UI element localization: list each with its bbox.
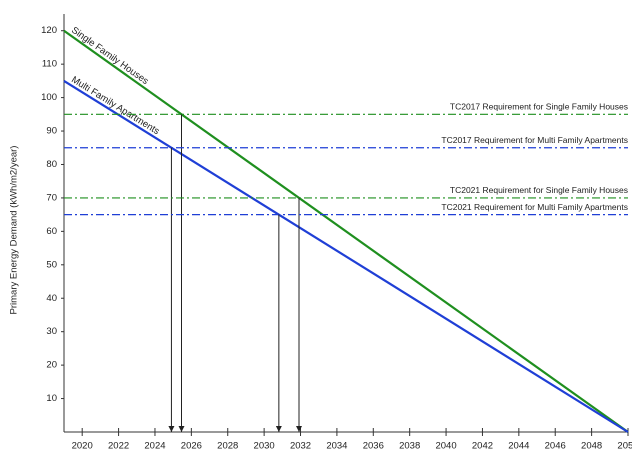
x-tick-label: 2032 — [290, 441, 311, 451]
x-tick-label: 2030 — [254, 441, 275, 451]
y-tick-label: 40 — [46, 293, 57, 304]
y-tick-label: 100 — [41, 92, 57, 103]
x-tick-label: 2022 — [108, 441, 129, 451]
x-tick-label: 2048 — [581, 441, 602, 451]
x-tick-label: 2026 — [181, 441, 202, 451]
x-tick-label: 2046 — [545, 441, 566, 451]
x-tick-label: 2028 — [217, 441, 238, 451]
x-tick-label: 2034 — [326, 441, 347, 451]
x-tick-label: 2038 — [399, 441, 420, 451]
x-tick-label: 2050 — [617, 441, 632, 451]
y-tick-label: 90 — [46, 126, 57, 137]
series-label: Multi Family Apartments — [69, 74, 161, 137]
series-line — [63, 79, 629, 433]
x-tick-label: 2024 — [144, 441, 165, 451]
y-tick-label: 20 — [46, 360, 57, 371]
x-tick-label: 2044 — [508, 441, 529, 451]
y-axis-label: Primary Energy Demand (kWh/m2/year) — [9, 146, 20, 315]
y-tick-label: 10 — [46, 393, 57, 404]
y-tick-label: 30 — [46, 326, 57, 337]
y-tick-label: 110 — [42, 59, 57, 70]
x-tick-label: 2040 — [435, 441, 456, 451]
y-tick-label: 80 — [46, 159, 57, 170]
requirement-label: TC2017 Requirement for Single Family Hou… — [450, 102, 628, 112]
series-line — [63, 29, 629, 433]
requirement-label: TC2021 Requirement for Multi Family Apar… — [441, 202, 628, 212]
y-tick-label: 60 — [46, 226, 57, 237]
requirement-label: TC2017 Requirement for Multi Family Apar… — [441, 135, 628, 145]
x-tick-label: 2020 — [72, 441, 93, 451]
y-tick-label: 50 — [46, 259, 57, 270]
y-tick-label: 70 — [46, 192, 57, 203]
x-tick-label: 2042 — [472, 441, 493, 451]
y-tick-label: 120 — [41, 25, 57, 36]
requirement-label: TC2021 Requirement for Single Family Hou… — [450, 185, 628, 195]
x-tick-label: 2036 — [363, 441, 384, 451]
